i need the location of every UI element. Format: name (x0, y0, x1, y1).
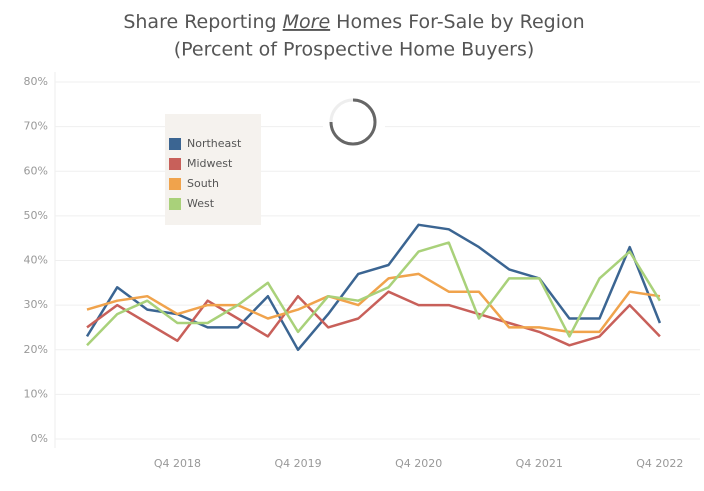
chart-subtitle: (Percent of Prospective Home Buyers) (174, 39, 535, 61)
y-tick-label: 0% (31, 432, 48, 445)
x-tick-label: Q4 2020 (395, 457, 442, 470)
y-tick-label: 40% (24, 254, 48, 267)
legend-label: Midwest (187, 157, 233, 170)
y-tick-label: 70% (24, 120, 48, 133)
legend-swatch (169, 198, 181, 210)
spinner-arc (329, 98, 377, 146)
y-tick-label: 60% (24, 164, 48, 177)
legend-swatch (169, 138, 181, 150)
y-tick-label: 80% (24, 75, 48, 88)
title-part: Homes For-Sale by Region (330, 11, 585, 33)
title-emphasis: More (283, 11, 331, 33)
title-part: Share Reporting (123, 11, 282, 33)
x-tick-label: Q4 2018 (154, 457, 201, 470)
legend: Northeast Midwest South West (169, 137, 242, 210)
legend-label: West (187, 197, 215, 210)
y-tick-label: 20% (24, 343, 48, 356)
series-line (85, 223, 662, 352)
y-tick-label: 10% (24, 387, 48, 400)
x-tick-label: Q4 2021 (516, 457, 563, 470)
x-tick-label: Q4 2019 (274, 457, 321, 470)
x-tick-label: Q4 2022 (636, 457, 683, 470)
legend-label: South (187, 177, 219, 190)
lines (85, 223, 662, 352)
loading-spinner (323, 90, 385, 154)
chart-title: Share Reporting More Homes For-Sale by R… (123, 11, 584, 33)
legend-label: Northeast (187, 137, 242, 150)
series-line (86, 241, 661, 347)
legend-swatch (169, 158, 181, 170)
series-line (86, 290, 661, 347)
y-tick-label: 50% (24, 209, 48, 222)
series-line (86, 272, 661, 334)
y-tick-label: 30% (24, 298, 48, 311)
legend-swatch (169, 178, 181, 190)
